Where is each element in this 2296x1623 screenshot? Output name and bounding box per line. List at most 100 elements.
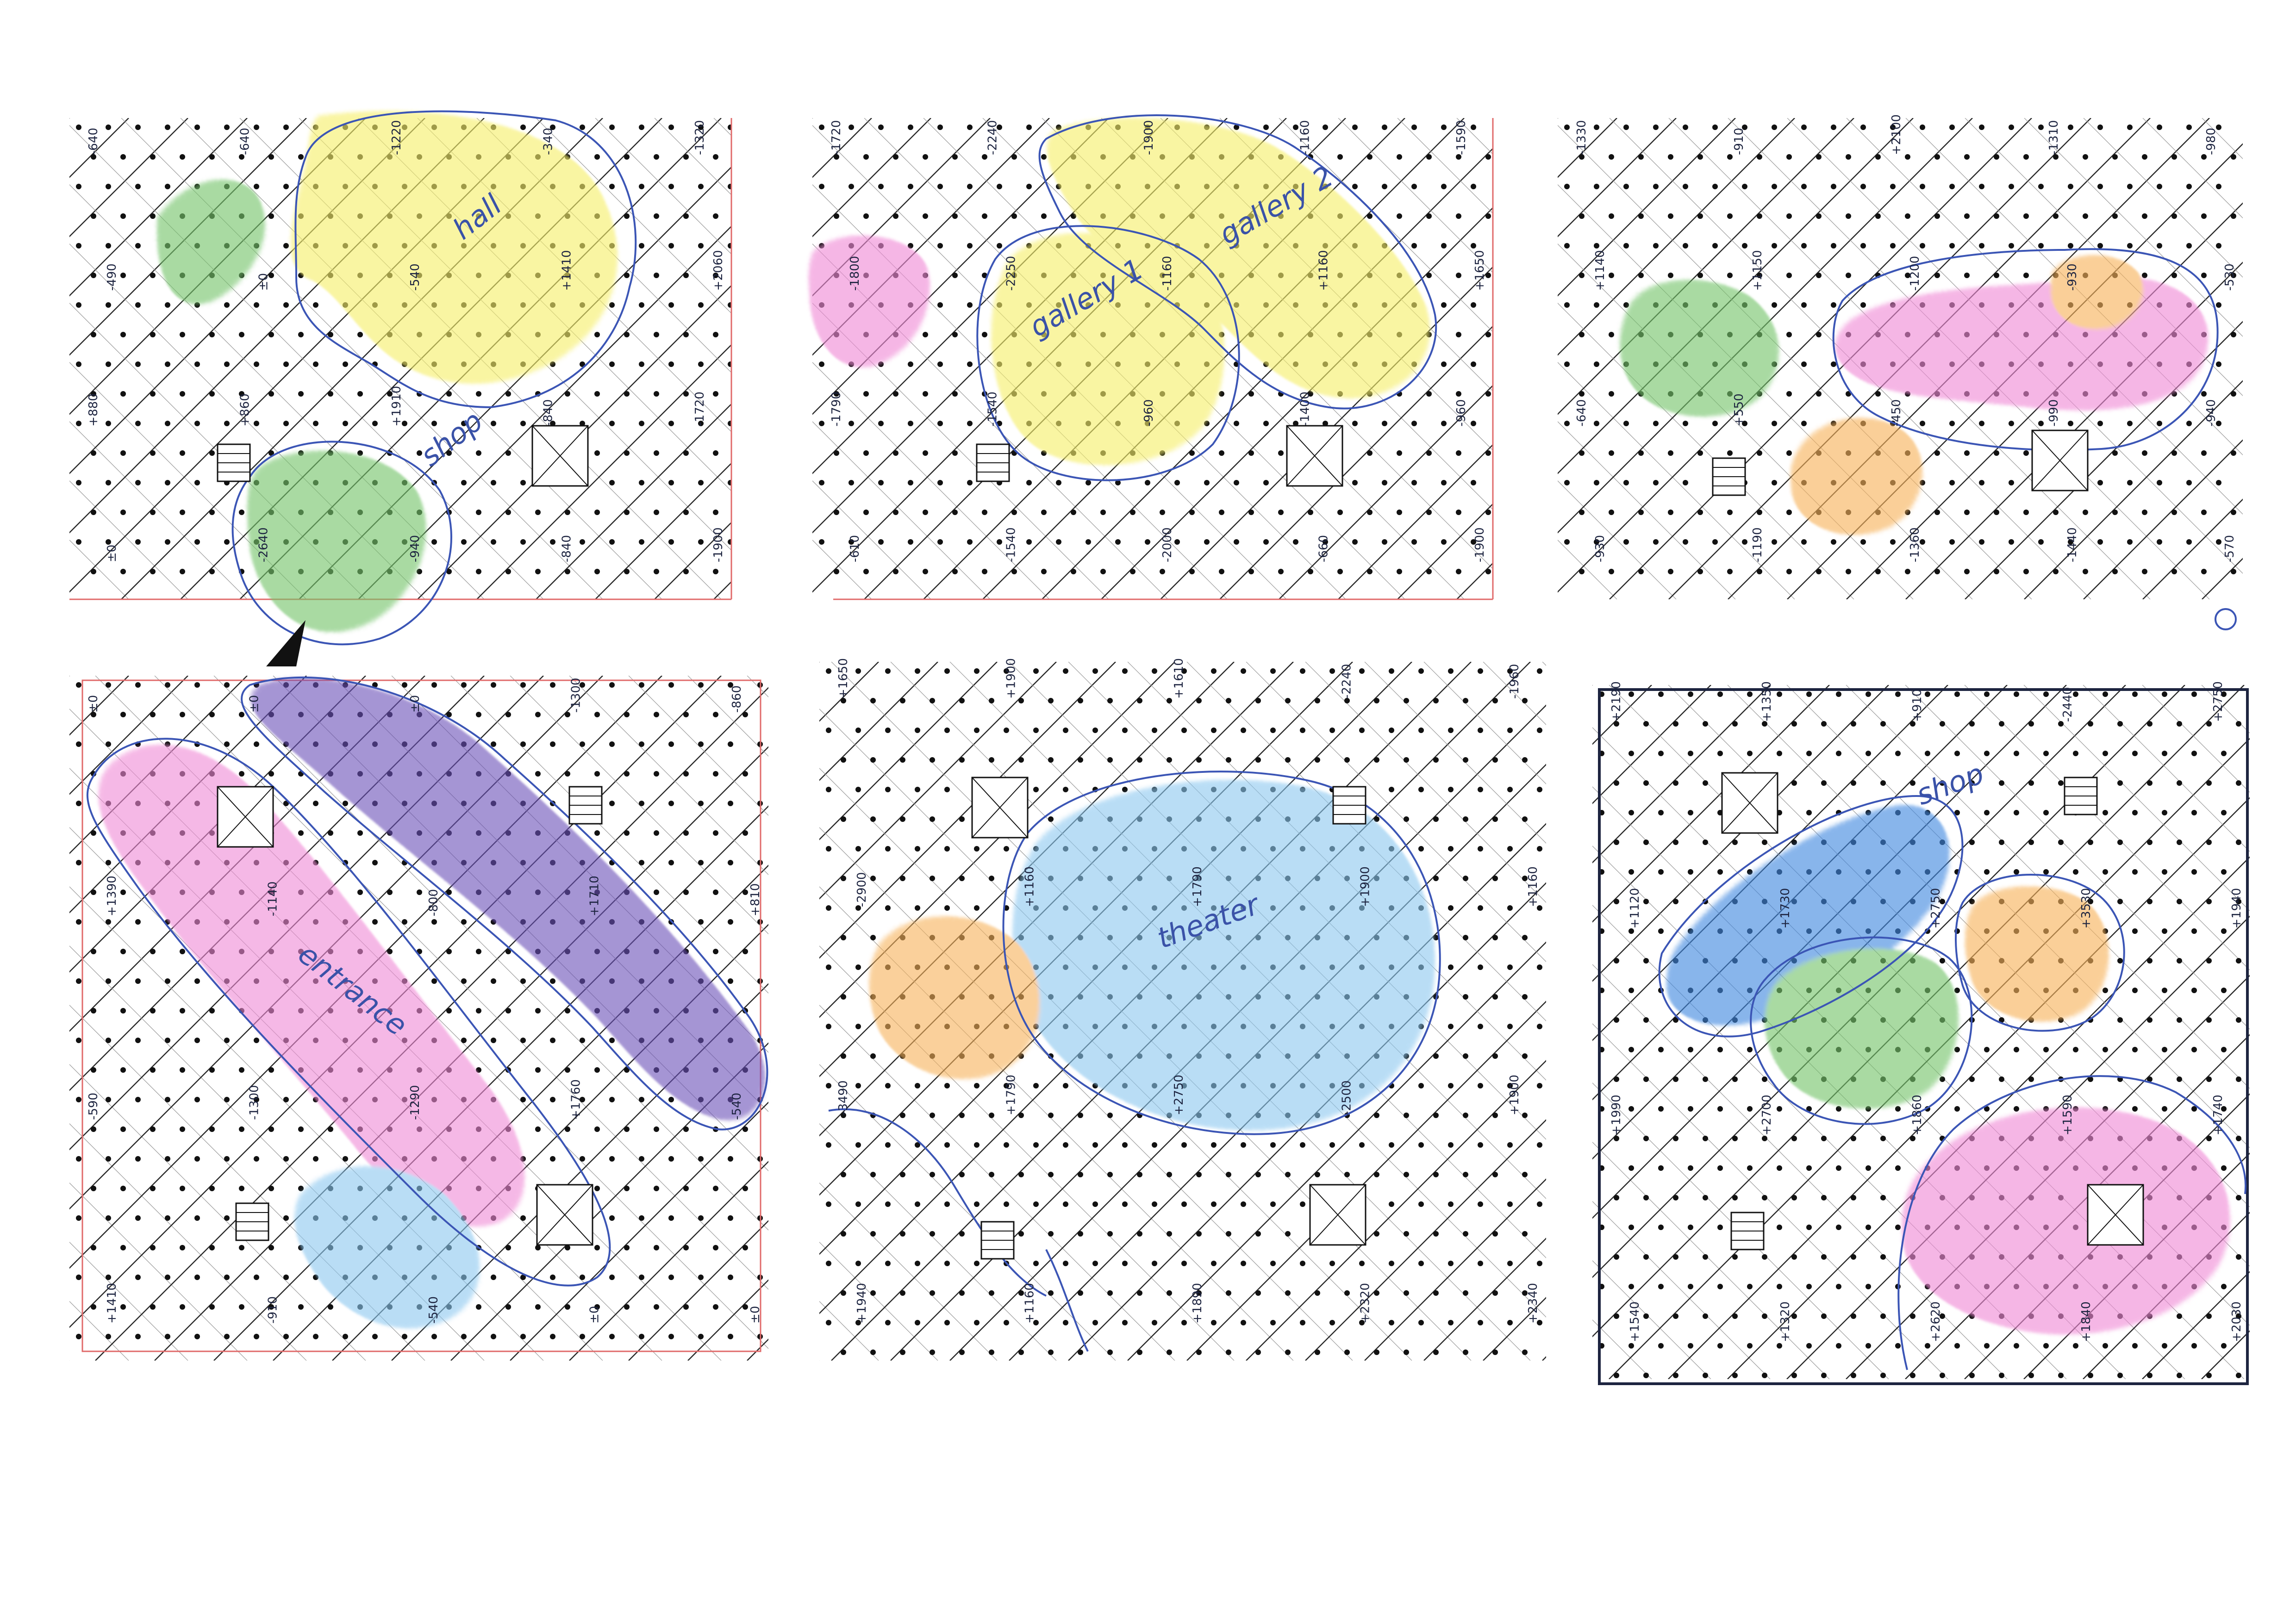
grid-node [1836,1106,1841,1112]
grid-node [313,801,318,806]
grid-node [683,154,689,160]
grid-node [91,273,96,278]
level-annotation: +1760 [569,1079,583,1120]
grid-node [283,1215,289,1221]
grid-node [982,273,987,278]
grid-line-secondary [628,676,768,816]
panel-2-pen [976,114,1437,481]
grid-node [594,569,600,574]
grid-node [1831,243,1836,249]
grid-node [609,1156,615,1162]
grid-node [150,1008,156,1014]
grid-node [254,361,259,367]
grid-node [535,510,541,515]
grid-node [654,1245,659,1250]
grid-node [120,154,126,160]
grid-node [1964,273,1970,278]
grid-node [2053,154,2059,160]
grid-node [1594,539,1599,545]
grid-node [1011,154,1017,160]
zone-pink [1902,1107,2230,1335]
grid-node [1522,816,1528,822]
grid-node [1196,1349,1202,1355]
grid-node [1463,994,1468,1000]
panel-1-levels: -640 -640 -1220 -340 -1320-490 ±0 -540 +1410 +20… [87,120,725,562]
grid-node [120,273,126,278]
grid-node [2112,450,2118,456]
grid-line-secondary [1905,685,2250,1030]
grid-node [224,1215,230,1221]
grid-node [826,846,831,852]
grid-node [594,1067,600,1073]
grid-node [1801,421,1807,426]
grid-node [268,391,274,397]
grid-node [1492,698,1498,703]
grid-node [1404,816,1409,822]
grid-node [1418,1201,1424,1207]
grid-node [2221,928,2227,934]
grid-node [2088,839,2093,845]
grid-node [1801,243,1807,249]
grid-node [1063,1261,1068,1266]
grid-node [1537,964,1542,970]
grid-node [2191,928,2197,934]
grid-node [165,184,170,189]
grid-line-secondary [812,362,1050,599]
level-annotation: +1650 [1473,250,1487,291]
grid-node [1248,569,1254,574]
grid-node [106,1156,111,1162]
grid-node [180,712,185,717]
grid-node [1668,213,1673,219]
level-annotation: +1160 [1023,1283,1037,1324]
grid-node [742,712,748,717]
grid-line [536,403,731,599]
grid-node [826,1320,831,1325]
grid-node [1078,757,1083,763]
grid-node [1433,1231,1439,1237]
grid-node [1448,1261,1454,1266]
grid-node [1905,569,1910,574]
grid-node [1463,935,1468,940]
grid-node [698,741,704,747]
grid-node [878,421,884,426]
grid-node [283,1334,289,1339]
grid-node [180,332,185,337]
grid-node [1851,721,1856,727]
grid-node [1463,1113,1468,1118]
grid-node [863,213,869,219]
grid-node [2231,391,2236,397]
grid-node [1092,1201,1098,1207]
grid-node [565,1008,570,1014]
level-annotation: +1610 [1172,658,1186,699]
grid-node [1703,1254,1708,1260]
grid-node [402,919,407,925]
grid-node [1018,1349,1024,1355]
grid-node [2216,124,2221,130]
grid-node [1846,213,1851,219]
grid-node [952,154,958,160]
grid-node [135,1038,141,1043]
level-annotation: -840 [560,535,574,562]
panel-6: shop +2190 +1350 +910 -2440 +2750+1120 +1730 +… [1592,681,2250,1385]
grid-node [1683,184,1688,189]
grid-node [1485,510,1491,515]
grid-node [2236,1136,2241,1141]
grid-node [1683,421,1688,426]
grid-node [224,1275,230,1280]
grid-node [1628,1165,1634,1171]
grid-node [1614,1017,1619,1023]
level-annotation: +1150 [1751,250,1765,291]
grid-node [870,1172,876,1177]
grid-node [2058,721,2064,727]
grid-node [1285,698,1291,703]
grid-node [550,124,555,130]
grid-node [728,1334,733,1339]
grid-node [120,332,126,337]
grid-node [2127,124,2133,130]
grid-node [461,480,467,485]
level-annotation: +1910 [390,386,404,427]
grid-node [668,421,674,426]
grid-node [885,1320,891,1325]
grid-node [2083,213,2088,219]
grid-node [952,391,958,397]
